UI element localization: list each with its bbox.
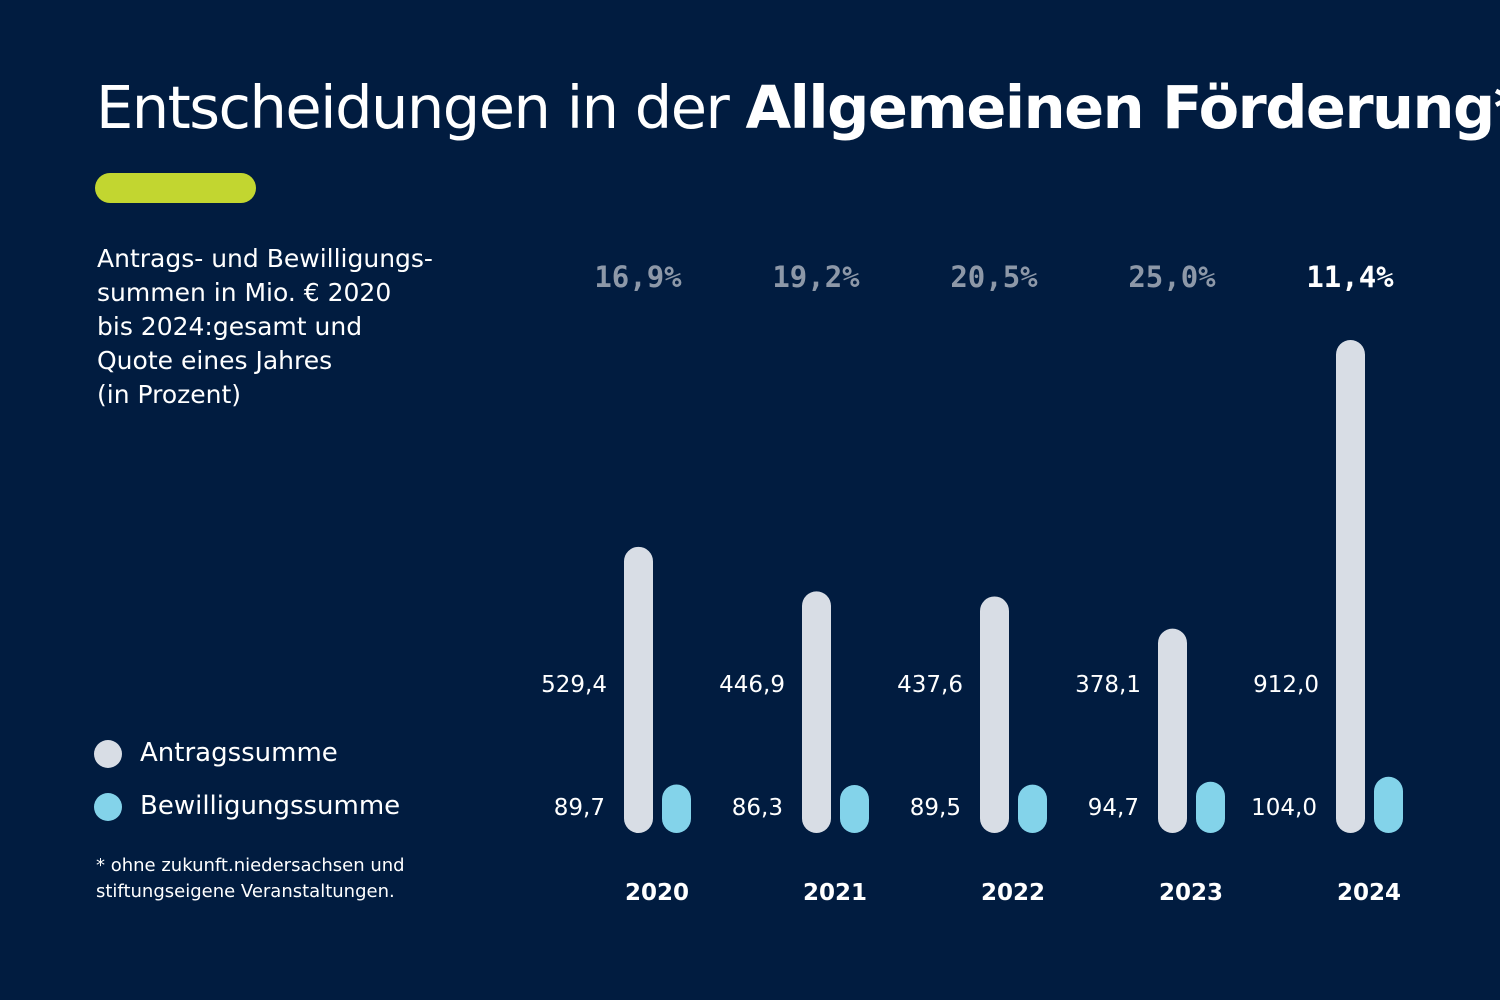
bar-bewilligungssumme-2024 [1374,776,1403,833]
value-label-antragssumme-2023: 378,1 [1075,672,1141,698]
value-label-antragssumme-2020: 529,4 [541,672,607,698]
year-label-2023: 2023 [1159,880,1223,906]
quota-label-2022: 20,5% [950,260,1038,294]
year-label-2021: 2021 [803,880,867,906]
bar-bewilligungssumme-2022 [1018,784,1047,833]
bar-bewilligungssumme-2023 [1196,781,1225,833]
value-label-bewilligungssumme-2021: 86,3 [732,795,783,821]
accent-bar [95,173,256,203]
bar-antragssumme-2021 [802,591,831,833]
bar-bewilligungssumme-2021 [840,785,869,833]
bar-antragssumme-2023 [1158,628,1187,833]
bar-bewilligungssumme-2020 [662,784,691,833]
quota-label-2020: 16,9% [594,260,682,294]
value-label-bewilligungssumme-2020: 89,7 [554,795,605,821]
quota-label-2023: 25,0% [1128,260,1216,294]
bar-antragssumme-2020 [624,546,653,833]
legend-swatch-bewilligungssumme [94,793,122,821]
value-label-antragssumme-2021: 446,9 [719,672,785,698]
bar-antragssumme-2024 [1336,340,1365,833]
year-label-2020: 2020 [625,880,689,906]
value-label-bewilligungssumme-2023: 94,7 [1088,795,1139,821]
year-label-2024: 2024 [1337,880,1401,906]
title-regular: Entscheidungen in der [96,73,730,142]
title-bold: Allgemeinen Förderung* [745,73,1500,142]
legend-label-bewilligungssumme: Bewilligungssumme [140,791,401,821]
chart-subtitle: Antrags- und Bewilligungs- summen in Mio… [97,244,433,409]
legend-label-antragssumme: Antragssumme [140,738,338,768]
value-label-bewilligungssumme-2024: 104,0 [1251,795,1317,821]
value-label-bewilligungssumme-2022: 89,5 [910,795,961,821]
legend-swatch-antragssumme [94,740,122,768]
quota-label-2021: 19,2% [772,260,860,294]
bar-antragssumme-2022 [980,596,1009,833]
quota-label-2024: 11,4% [1306,260,1394,294]
value-label-antragssumme-2024: 912,0 [1253,672,1319,698]
year-label-2022: 2022 [981,880,1045,906]
footnote: * ohne zukunft.niedersachsen und stiftun… [96,855,405,902]
chart-title: Entscheidungen in der Allgemeinen Förder… [96,72,1500,144]
value-label-antragssumme-2022: 437,6 [897,672,963,698]
